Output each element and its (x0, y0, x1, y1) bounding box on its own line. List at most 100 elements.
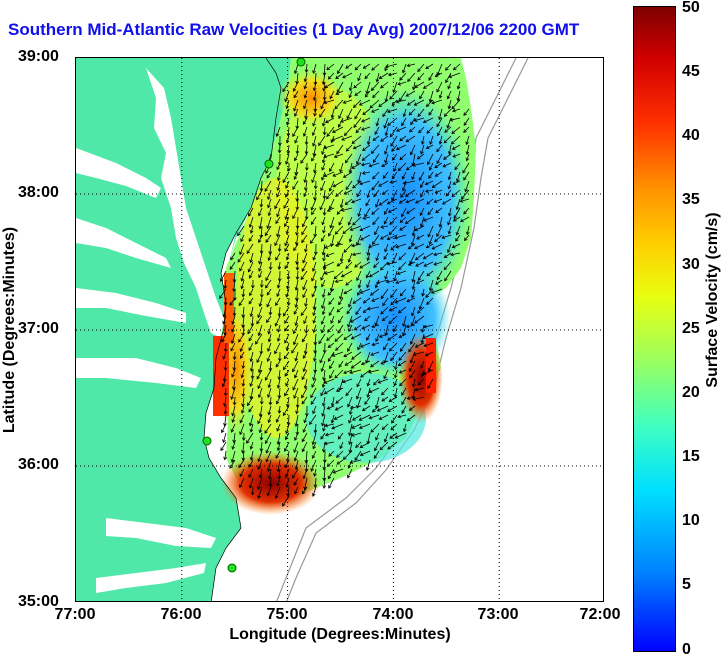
velocity-arrow-head (313, 350, 318, 354)
velocity-arrow-head (398, 266, 402, 271)
velocity-arrow (276, 225, 281, 237)
velocity-arrow (344, 189, 353, 195)
velocity-arrow (260, 432, 263, 441)
velocity-arrow-head (400, 194, 404, 199)
velocity-arrow-head (336, 461, 341, 465)
velocity-arrow-head (447, 176, 452, 181)
velocity-arrow (259, 405, 263, 417)
velocity-arrow (286, 288, 290, 298)
velocity-arrow-head (368, 389, 373, 394)
velocity-arrow (401, 405, 407, 414)
velocity-arrow (275, 450, 281, 459)
velocity-arrow-head (381, 317, 386, 322)
velocity-arrow (372, 135, 380, 141)
velocity-arrow-head (322, 377, 326, 381)
velocity-arrow-head (294, 466, 299, 471)
velocity-arrow (417, 306, 425, 314)
velocity-arrow-head (349, 460, 354, 464)
velocity-arrow-head (452, 218, 457, 222)
velocity-arrow-head (366, 394, 371, 398)
velocity-arrow (249, 414, 254, 426)
velocity-arrow-head (286, 276, 291, 280)
velocity-arrow-head (346, 115, 350, 120)
velocity-arrow-head (325, 253, 330, 257)
velocity-arrow-head (354, 115, 358, 120)
velocity-arrow (335, 72, 344, 79)
velocity-arrow-head (366, 257, 371, 262)
velocity-arrow-head (345, 265, 349, 269)
velocity-arrow-head (337, 70, 341, 75)
velocity-arrow-head (223, 332, 227, 336)
velocity-arrow-head (295, 267, 300, 271)
velocity-arrow (433, 252, 443, 256)
velocity-arrow (335, 342, 344, 351)
velocity-arrow-head (373, 193, 377, 198)
velocity-arrow-head (295, 150, 300, 155)
velocity-arrow (224, 360, 227, 371)
velocity-arrow (334, 414, 344, 420)
velocity-arrow-head (301, 400, 306, 405)
map-plot-area[interactable] (75, 57, 604, 602)
velocity-arrow (414, 225, 425, 231)
velocity-arrow-head (381, 426, 386, 431)
velocity-arrow-head (326, 195, 330, 200)
velocity-arrow (231, 324, 236, 333)
velocity-arrow-head (274, 322, 279, 327)
velocity-arrow-head (320, 368, 325, 373)
velocity-arrow (324, 270, 335, 275)
velocity-arrow-head (447, 85, 451, 90)
velocity-arrow (275, 216, 281, 224)
velocity-arrow-head (274, 350, 278, 355)
velocity-arrow (259, 468, 263, 478)
velocity-arrow-head (359, 227, 364, 232)
velocity-arrow (354, 63, 362, 71)
velocity-arrow (426, 144, 434, 149)
velocity-arrow (387, 198, 398, 205)
velocity-arrow-head (338, 319, 342, 324)
velocity-arrow-head (438, 223, 443, 228)
velocity-arrow-head (300, 160, 304, 164)
velocity-arrow-head (370, 109, 375, 113)
velocity-arrow (268, 324, 272, 335)
velocity-arrow-head (387, 209, 392, 213)
velocity-arrow-head (241, 365, 246, 370)
velocity-arrow (302, 351, 308, 359)
velocity-arrow (305, 450, 308, 463)
velocity-arrow (301, 234, 308, 243)
velocity-arrow (415, 198, 425, 204)
velocity-arrow (282, 171, 290, 183)
velocity-arrow (349, 432, 353, 445)
velocity-arrow-head (420, 141, 425, 145)
velocity-arrow-head (397, 309, 402, 314)
velocity-arrow-head (312, 70, 316, 74)
velocity-arrow (396, 99, 407, 103)
velocity-arrow-head (286, 168, 291, 172)
velocity-arrow (360, 369, 371, 378)
velocity-arrow-head (428, 241, 433, 245)
velocity-arrow-head (423, 343, 428, 348)
velocity-arrow-head (417, 277, 422, 281)
velocity-arrow-head (362, 216, 367, 220)
velocity-arrow-head (342, 100, 347, 104)
velocity-arrow-head (248, 337, 252, 342)
velocity-arrow-head (373, 381, 377, 386)
velocity-arrow (304, 378, 308, 389)
velocity-arrow-head (291, 349, 295, 354)
velocity-arrow (405, 90, 416, 97)
velocity-arrow-head (285, 105, 290, 110)
velocity-arrow (311, 207, 317, 215)
velocity-arrow-head (438, 116, 442, 121)
velocity-arrow (409, 252, 416, 264)
velocity-arrow (341, 207, 353, 212)
velocity-arrow (240, 234, 245, 242)
velocity-arrow (397, 414, 407, 418)
velocity-arrow-head (424, 352, 429, 357)
velocity-arrow (380, 135, 389, 142)
velocity-arrow (233, 360, 236, 371)
velocity-arrow-head (376, 408, 381, 412)
velocity-arrow-head (265, 170, 269, 174)
velocity-arrow (451, 99, 461, 110)
velocity-arrow (393, 324, 398, 332)
velocity-arrow-head (267, 394, 271, 398)
velocity-arrow (359, 261, 371, 269)
